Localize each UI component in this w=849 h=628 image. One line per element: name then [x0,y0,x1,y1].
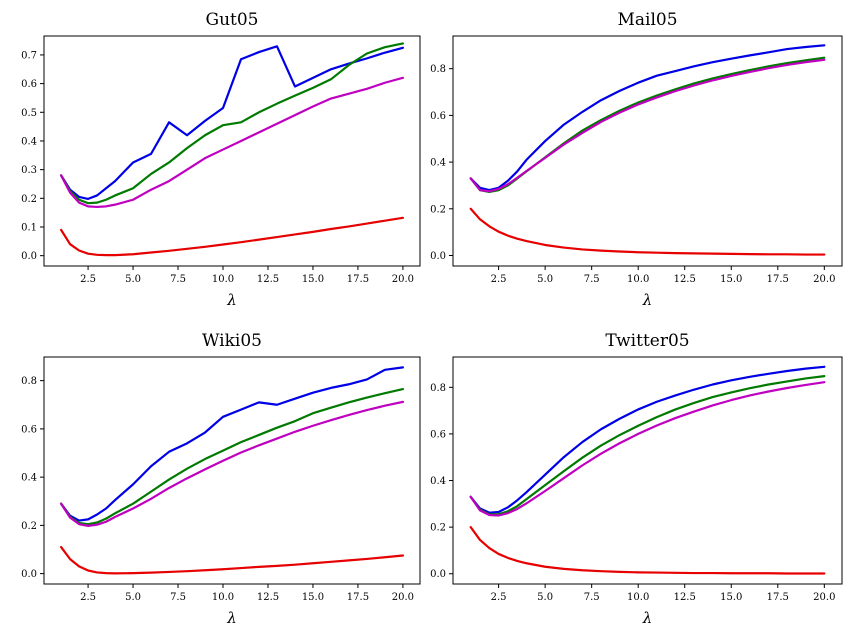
series-line-magenta [469,58,826,193]
y-tick-label: 0.4 [430,476,446,487]
x-tick-label: 12.5 [674,592,696,603]
x-tick-label: 12.5 [257,274,279,285]
x-tick-label: 20.0 [813,274,835,285]
x-axis-label: λ [642,609,653,627]
x-tick-label: 7.5 [584,274,600,285]
series-line-green [59,387,405,526]
x-tick-label: 20.0 [813,592,835,603]
x-tick-label: 17.5 [767,274,789,285]
x-tick-label: 17.5 [767,592,789,603]
x-tick-label: 15.0 [720,274,742,285]
y-tick-label: 0.2 [21,194,37,205]
series-line-blue [59,45,405,200]
chart-panel-2: Mail05 2.5 5.0 7.5 10.0 12.5 15.0 17.5 20.0 0.0 0.… [430,10,843,309]
axes-frame [43,356,421,585]
x-tick-label: 15.0 [720,592,742,603]
chart-title: Twitter05 [605,331,689,351]
y-tick-label: 0.8 [430,64,446,75]
chart-panel-1: Gut05 2.5 5.0 7.5 10.0 12.5 15.0 17.5 20.0 0.0 0.1… [21,10,421,309]
y-tick-label: 0.0 [430,569,446,580]
x-tick-label: 2.5 [80,274,96,285]
series-line-magenta [59,76,405,209]
chart-title: Mail05 [617,10,677,30]
series-group [469,44,826,256]
series-line-blue [469,365,826,514]
series-line-magenta [59,400,405,527]
x-tick-label: 15.0 [302,592,324,603]
x-tick-label: 2.5 [80,592,96,603]
axes-frame [452,356,843,585]
series-group [469,365,826,575]
y-tick-label: 0.0 [21,569,37,580]
x-tick-label: 2.5 [491,592,507,603]
x-axis-label: λ [642,291,653,309]
y-tick-label: 0.0 [430,251,446,262]
series-line-magenta [469,381,826,517]
y-tick-label: 0.4 [430,158,446,169]
axes-frame [43,35,421,267]
x-tick-label: 7.5 [170,274,186,285]
y-tick-label: 0.6 [21,79,37,90]
x-tick-label: 7.5 [584,592,600,603]
y-tick-label: 0.8 [21,376,37,387]
x-tick-label: 20.0 [392,592,414,603]
y-tick-label: 0.7 [21,50,37,61]
chart-title: Gut05 [206,10,259,30]
y-tick-label: 0.3 [21,165,37,176]
series-line-red [469,207,826,256]
series-line-red [59,216,405,257]
y-tick-label: 0.6 [430,429,446,440]
x-tick-label: 17.5 [347,592,369,603]
series-group [59,366,405,575]
x-tick-label: 10.0 [627,592,649,603]
x-tick-label: 7.5 [170,592,186,603]
x-tick-label: 2.5 [491,274,507,285]
series-line-red [59,545,405,575]
y-tick-label: 0.2 [430,523,446,534]
series-line-green [469,375,826,516]
series-group [59,42,405,257]
y-tick-label: 0.4 [21,136,37,147]
chart-panel-3: Wiki05 2.5 5.0 7.5 10.0 12.5 15.0 17.5 20.0 0.0 0.… [21,331,421,627]
x-tick-label: 17.5 [347,274,369,285]
y-tick-label: 0.2 [21,521,37,532]
y-tick-label: 0.4 [21,473,37,484]
x-tick-label: 10.0 [627,274,649,285]
x-axis-label: λ [226,291,237,309]
series-line-red [469,526,826,575]
series-line-blue [59,366,405,522]
x-tick-label: 12.5 [674,274,696,285]
x-tick-label: 15.0 [302,274,324,285]
chart-title: Wiki05 [202,331,262,351]
y-tick-label: 0.6 [21,424,37,435]
series-line-blue [469,44,826,192]
x-tick-label: 5.0 [537,274,553,285]
x-tick-label: 5.0 [537,592,553,603]
y-tick-label: 0.2 [430,204,446,215]
y-tick-label: 0.8 [430,383,446,394]
y-tick-label: 0.6 [430,111,446,122]
x-tick-label: 10.0 [212,274,234,285]
x-axis-label: λ [226,609,237,627]
y-tick-label: 0.1 [21,222,37,233]
x-tick-label: 5.0 [125,274,141,285]
x-tick-label: 5.0 [125,592,141,603]
axes-frame [452,35,843,267]
y-tick-label: 0.5 [21,108,37,119]
x-tick-label: 12.5 [257,592,279,603]
series-line-green [59,42,405,205]
x-tick-label: 10.0 [212,592,234,603]
chart-panel-4: Twitter05 2.5 5.0 7.5 10.0 12.5 15.0 17.5 20.0 0.… [430,331,843,627]
y-tick-label: 0.0 [21,251,37,262]
x-tick-label: 20.0 [392,274,414,285]
